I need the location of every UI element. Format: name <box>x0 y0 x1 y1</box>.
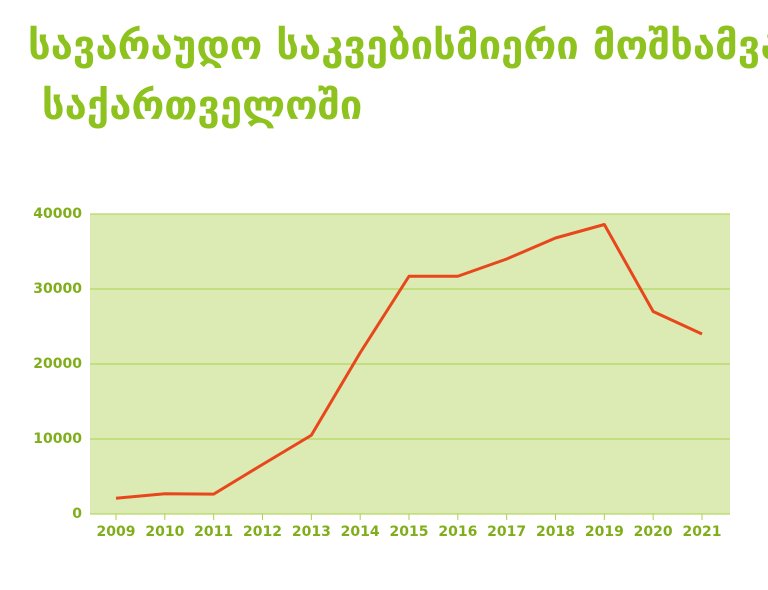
data-line <box>115 223 703 500</box>
x-tick-label: 2010 <box>145 524 184 540</box>
y-tick-label: 0 <box>72 506 82 522</box>
x-tick-label: 2021 <box>683 524 722 540</box>
x-tick-label: 2018 <box>536 524 575 540</box>
x-tick-label: 2020 <box>634 524 673 540</box>
x-tick-label: 2011 <box>194 524 233 540</box>
x-tick-label: 2015 <box>390 524 429 540</box>
x-tick-label: 2016 <box>438 524 477 540</box>
y-tick-label: 40000 <box>33 206 82 222</box>
y-tick-label: 20000 <box>33 356 82 372</box>
y-tick-label: 30000 <box>33 281 82 297</box>
x-tick-label: 2009 <box>97 524 136 540</box>
x-tick-label: 2017 <box>487 524 526 540</box>
x-tick-label: 2012 <box>243 524 282 540</box>
x-tick-label: 2019 <box>585 524 624 540</box>
chart-title-line-1: სავარაუდო საკვებისმიერი მოშხამვა საქართვ… <box>28 23 768 129</box>
y-tick-label: 10000 <box>33 431 82 447</box>
x-tick-label: 2013 <box>292 524 331 540</box>
x-tick-label: 2014 <box>341 524 380 540</box>
